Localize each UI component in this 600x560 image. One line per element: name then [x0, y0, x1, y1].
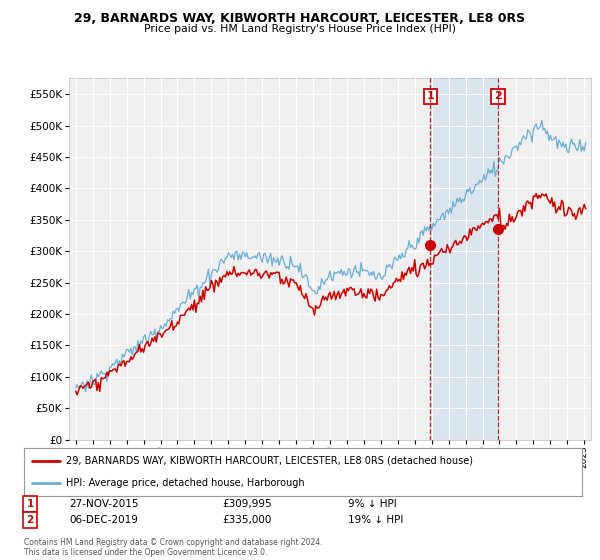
- Text: Price paid vs. HM Land Registry's House Price Index (HPI): Price paid vs. HM Land Registry's House …: [144, 24, 456, 34]
- Text: £309,995: £309,995: [222, 499, 272, 509]
- Text: 9% ↓ HPI: 9% ↓ HPI: [348, 499, 397, 509]
- Text: £335,000: £335,000: [222, 515, 271, 525]
- Text: Contains HM Land Registry data © Crown copyright and database right 2024.
This d: Contains HM Land Registry data © Crown c…: [24, 538, 323, 557]
- Text: 1: 1: [427, 91, 434, 101]
- Text: 06-DEC-2019: 06-DEC-2019: [69, 515, 138, 525]
- Text: 19% ↓ HPI: 19% ↓ HPI: [348, 515, 403, 525]
- Bar: [430, 78, 498, 440]
- Text: 29, BARNARDS WAY, KIBWORTH HARCOURT, LEICESTER, LE8 0RS (detached house): 29, BARNARDS WAY, KIBWORTH HARCOURT, LEI…: [66, 456, 473, 466]
- Text: HPI: Average price, detached house, Harborough: HPI: Average price, detached house, Harb…: [66, 478, 304, 488]
- Text: 1: 1: [26, 499, 34, 509]
- Text: 29, BARNARDS WAY, KIBWORTH HARCOURT, LEICESTER, LE8 0RS: 29, BARNARDS WAY, KIBWORTH HARCOURT, LEI…: [74, 12, 526, 25]
- Text: 27-NOV-2015: 27-NOV-2015: [69, 499, 139, 509]
- Text: 2: 2: [26, 515, 34, 525]
- Text: 2: 2: [494, 91, 502, 101]
